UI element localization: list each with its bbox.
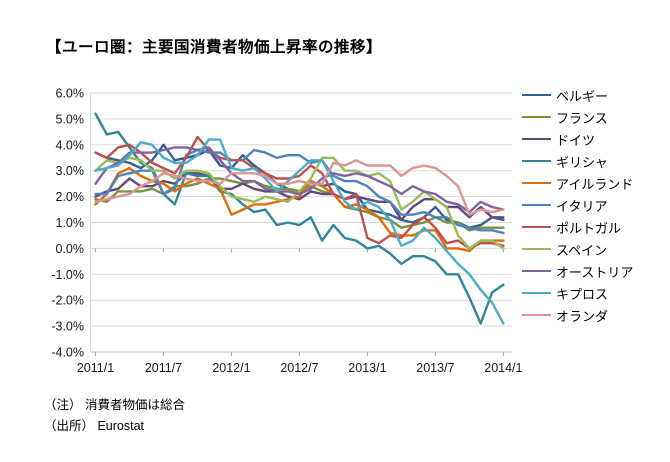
y-tick-label: -3.0% [51, 320, 84, 334]
chart-notes: （注） 消費者物価は総合 （出所） Eurostat [44, 395, 185, 437]
y-tick-label: 2.0% [56, 190, 85, 204]
legend-item-ireland: アイルランド [522, 172, 633, 194]
line-italy [94, 148, 505, 235]
legend-line-swatch-germany [522, 137, 551, 141]
legend-label-greece: ギリシャ [556, 154, 609, 170]
x-tick-label: 2014/1 [484, 361, 522, 375]
legend-line-swatch-france [522, 115, 551, 119]
x-tick-label: 2011/1 [77, 361, 114, 375]
line-netherlands [94, 159, 505, 216]
line-ireland [94, 166, 505, 253]
line-portugal [94, 135, 505, 250]
legend-label-italy: イタリア [556, 198, 608, 214]
legend-label-germany: ドイツ [556, 132, 596, 148]
legend-label-ireland: アイルランド [556, 176, 634, 192]
x-tick-label: 2012/7 [280, 361, 318, 375]
y-tick-label: -1.0% [51, 268, 84, 282]
legend-line-swatch-cyprus [522, 291, 551, 295]
legend-line-swatch-spain [522, 247, 551, 251]
y-tick-label: -4.0% [51, 346, 84, 360]
x-tick-label: 2011/7 [145, 361, 182, 375]
x-tick-label: 2012/1 [212, 361, 250, 375]
note-cpi-total: （注） 消費者物価は総合 [44, 398, 185, 412]
legend-line-swatch-portugal [522, 225, 551, 229]
chart-legend: ベルギーフランスドイツギリシャアイルランド イタリアポルトガルスペインオーストリア… [522, 84, 633, 326]
legend-item-netherlands: オランダ [522, 304, 633, 326]
line-belgium [94, 143, 505, 229]
legend-label-portugal: ポルトガル [556, 220, 622, 236]
legend-item-portugal: ポルトガル [522, 216, 633, 238]
legend-line-swatch-netherlands [522, 313, 551, 317]
y-tick-label: 0.0% [56, 242, 85, 256]
legend-label-france: フランス [556, 110, 608, 126]
legend-item-greece: ギリシャ [522, 150, 633, 172]
legend-label-cyprus: キプロス [556, 286, 609, 302]
line-austria [94, 146, 505, 214]
legend-line-swatch-italy [522, 203, 551, 207]
legend-label-spain: スペイン [556, 242, 608, 258]
legend-item-france: フランス [522, 106, 633, 128]
legend-label-austria: オーストリア [556, 264, 634, 280]
legend-item-italy: イタリア [522, 194, 633, 216]
x-tick-label: 2013/7 [416, 361, 454, 375]
y-tick-label: 6.0% [56, 87, 85, 101]
chart-title: 【ユーロ圏：主要国消費者物価上昇率の推移】 [46, 39, 383, 56]
legend-item-spain: スペイン [522, 238, 633, 260]
y-tick-label: 1.0% [56, 216, 85, 230]
line-cyprus [94, 138, 505, 325]
legend-line-swatch-austria [522, 269, 551, 273]
y-tick-label: 4.0% [56, 138, 85, 152]
line-spain [94, 156, 505, 250]
legend-item-germany: ドイツ [522, 128, 633, 150]
legend-line-swatch-ireland [522, 181, 551, 185]
y-tick-label: 5.0% [56, 112, 85, 126]
x-tick-label: 2013/1 [348, 361, 386, 375]
legend-line-swatch-belgium [522, 93, 551, 97]
legend-label-netherlands: オランダ [556, 308, 609, 324]
note-source-eurostat: （出所） Eurostat [44, 419, 145, 433]
legend-item-belgium: ベルギー [522, 84, 633, 106]
y-tick-label: -2.0% [51, 294, 84, 308]
legend-line-swatch-greece [522, 159, 551, 163]
legend-item-cyprus: キプロス [522, 282, 633, 304]
legend-item-austria: オーストリア [522, 260, 633, 282]
legend-label-belgium: ベルギー [556, 88, 609, 104]
y-tick-label: 3.0% [56, 164, 85, 178]
